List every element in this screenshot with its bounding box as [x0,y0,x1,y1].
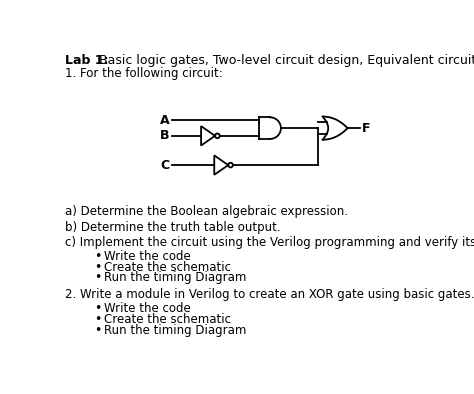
Text: Basic logic gates, Two-level circuit design, Equivalent circuits, flip flops.: Basic logic gates, Two-level circuit des… [95,54,474,67]
Text: •: • [94,271,102,284]
Text: Create the schematic: Create the schematic [104,260,231,273]
Text: •: • [94,324,102,337]
Text: 1. For the following circuit:: 1. For the following circuit: [65,67,223,80]
Text: B: B [160,129,170,142]
Text: 2. Write a module in Verilog to create an XOR gate using basic gates.: 2. Write a module in Verilog to create a… [65,288,474,301]
Text: a) Determine the Boolean algebraic expression.: a) Determine the Boolean algebraic expre… [65,205,348,218]
Text: b) Determine the truth table output.: b) Determine the truth table output. [65,221,281,234]
Text: •: • [94,302,102,315]
Text: Write the code: Write the code [104,250,191,263]
Text: Run the timing Diagram: Run the timing Diagram [104,324,246,337]
Text: C: C [160,159,169,172]
Text: •: • [94,250,102,263]
Text: Lab 1:: Lab 1: [65,54,109,67]
Text: •: • [94,313,102,326]
Text: Create the schematic: Create the schematic [104,313,231,326]
Text: F: F [362,122,370,135]
Text: Run the timing Diagram: Run the timing Diagram [104,271,246,284]
Text: Write the code: Write the code [104,302,191,315]
Text: •: • [94,260,102,273]
Text: c) Implement the circuit using the Verilog programming and verify its operation.: c) Implement the circuit using the Veril… [65,236,474,249]
Text: A: A [160,114,170,127]
